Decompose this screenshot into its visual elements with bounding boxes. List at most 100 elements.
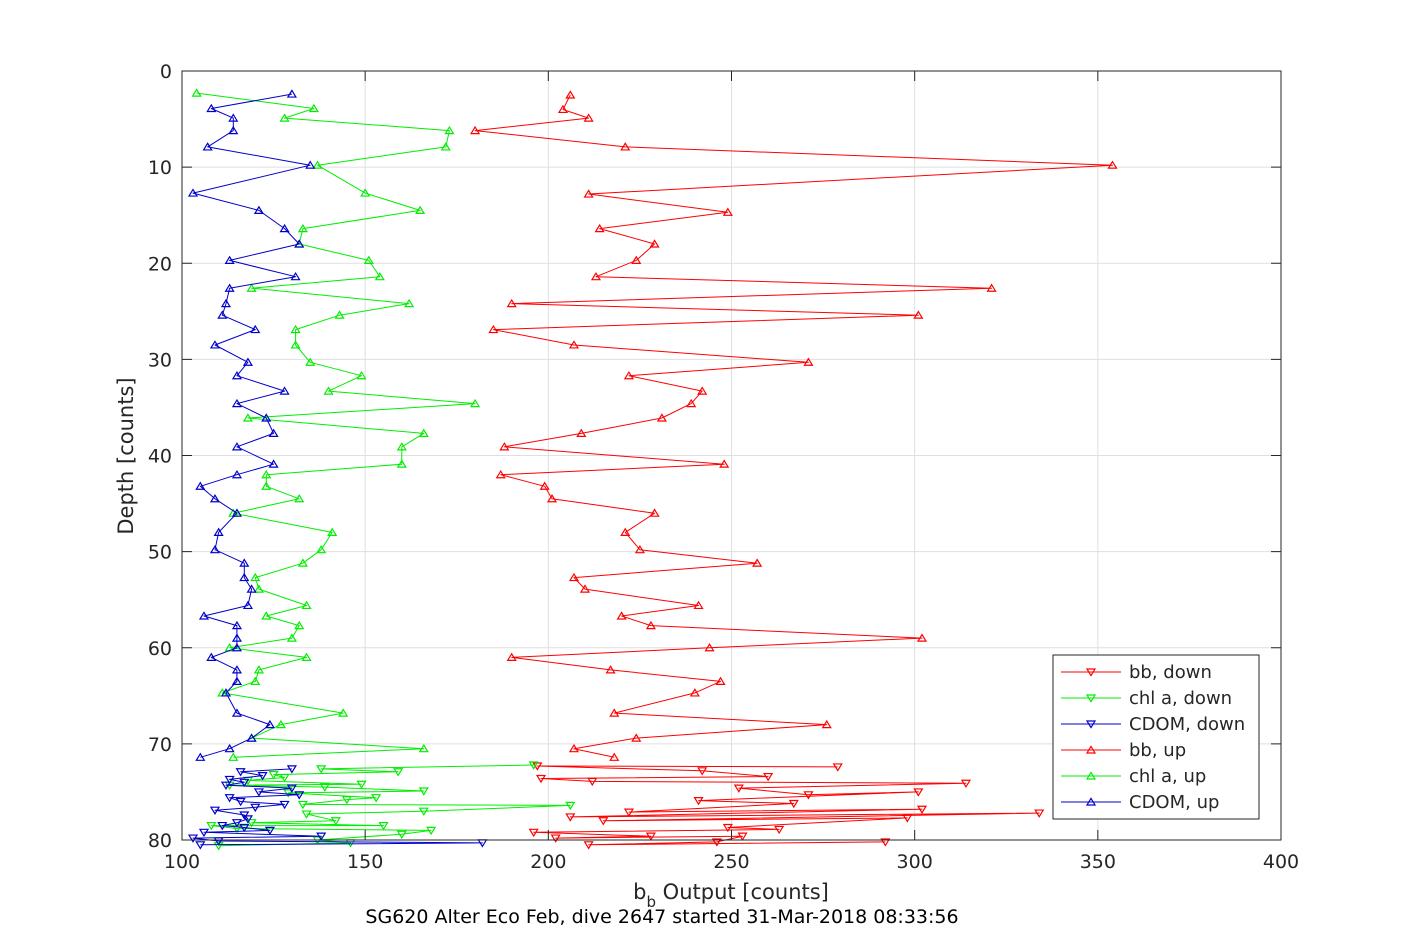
data-point	[206, 652, 217, 661]
data-point	[788, 799, 799, 809]
data-point	[198, 611, 210, 620]
data-point	[195, 841, 206, 850]
data-point	[213, 842, 224, 851]
data-point	[418, 743, 429, 753]
data-point	[565, 813, 576, 822]
data-point	[774, 825, 785, 835]
data-point	[231, 398, 243, 408]
series-line	[192, 93, 311, 758]
data-point	[913, 788, 924, 797]
plot-series	[187, 88, 1118, 851]
data-point	[535, 774, 547, 784]
data-point	[323, 386, 334, 395]
y-tick-label: 0	[160, 61, 172, 83]
data-point	[290, 340, 301, 349]
data-point	[334, 310, 345, 319]
y-axis-label: Depth [counts]	[114, 377, 138, 534]
data-point	[609, 752, 620, 761]
data-point	[286, 784, 297, 793]
data-point	[250, 803, 261, 813]
data-point	[916, 633, 928, 642]
data-point	[649, 508, 660, 517]
data-point	[301, 600, 312, 610]
data-point	[231, 676, 243, 685]
data-point	[598, 817, 609, 826]
data-point	[286, 765, 297, 774]
data-point	[250, 572, 261, 582]
tick-labels: 100 150 200 250 300 350 400 0 10 20 30 40 50 60 70 80	[148, 61, 1299, 873]
data-point	[557, 104, 569, 114]
data-point	[305, 160, 316, 169]
data-point	[279, 800, 290, 810]
series-line	[533, 765, 1040, 846]
data-point	[396, 442, 407, 451]
data-point	[195, 752, 206, 761]
data-point	[286, 89, 297, 98]
data-point	[224, 283, 235, 292]
data-point	[568, 743, 580, 753]
data-point	[228, 752, 239, 761]
data-point	[341, 796, 352, 805]
data-point	[290, 271, 301, 281]
data-point	[294, 620, 305, 630]
data-point	[396, 830, 407, 839]
data-point	[253, 665, 264, 674]
legend-item: chl a, up	[1061, 766, 1206, 787]
data-point	[620, 527, 631, 537]
x-tick-label: 200	[530, 851, 566, 873]
data-point	[645, 620, 656, 630]
data-point	[803, 791, 814, 800]
data-point	[418, 428, 429, 437]
data-point	[231, 370, 243, 380]
data-point	[246, 584, 257, 593]
data-point	[528, 828, 539, 838]
legend-item: CDOM, down	[1061, 714, 1245, 735]
data-point	[686, 398, 697, 408]
data-point	[649, 239, 660, 248]
data-point	[418, 787, 429, 796]
data-point	[316, 832, 327, 841]
data-point	[565, 801, 576, 811]
figure-caption: SG620 Alter Eco Feb, dive 2647 started 3…	[365, 906, 958, 928]
data-point	[737, 832, 748, 841]
series-bb-up	[470, 90, 1118, 761]
data-point	[301, 652, 312, 661]
series-bb-down	[528, 762, 1045, 850]
data-point	[986, 283, 997, 292]
data-point	[528, 761, 539, 770]
data-point	[268, 771, 279, 780]
data-point	[631, 255, 642, 264]
data-point	[301, 810, 312, 819]
legend-marker	[1085, 668, 1097, 677]
data-point	[275, 719, 286, 729]
data-point	[356, 370, 367, 380]
data-point	[308, 103, 319, 113]
data-point	[253, 788, 264, 797]
data-point	[374, 271, 385, 281]
data-point	[506, 652, 517, 661]
data-point	[319, 783, 330, 792]
data-point	[356, 780, 367, 790]
data-point	[206, 821, 217, 831]
data-point	[220, 688, 232, 697]
data-point	[209, 493, 221, 503]
data-point	[634, 544, 645, 554]
data-point	[202, 142, 213, 151]
data-point	[568, 340, 580, 349]
data-point	[697, 767, 708, 776]
data-point	[268, 428, 279, 437]
legend-box	[1052, 654, 1260, 820]
data-point	[704, 642, 715, 652]
data-point	[261, 481, 272, 490]
legend-marker	[1085, 771, 1097, 780]
data-point	[902, 814, 913, 823]
data-point	[722, 823, 733, 833]
data-point	[415, 205, 426, 214]
data-point	[488, 324, 499, 334]
data-point	[217, 310, 228, 319]
data-point	[253, 205, 264, 214]
data-point	[235, 797, 246, 807]
y-tick-label: 70	[148, 734, 172, 756]
data-point	[209, 340, 221, 349]
data-point	[231, 442, 243, 451]
